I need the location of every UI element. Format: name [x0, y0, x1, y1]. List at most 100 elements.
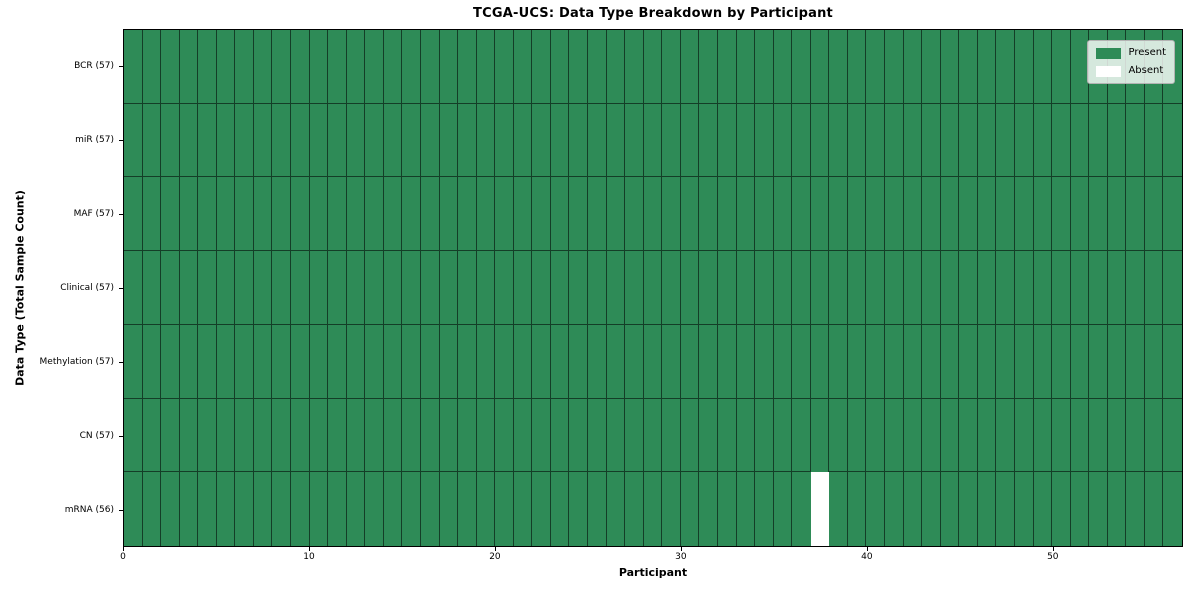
- y-tick-mark: [119, 361, 123, 363]
- heatmap-cell-present: [458, 398, 477, 473]
- heatmap-cell-present: [198, 30, 217, 104]
- heatmap-cell-present: [1089, 177, 1108, 252]
- heatmap-cell-present: [272, 30, 292, 104]
- heatmap-cell-present: [662, 30, 681, 104]
- heatmap-cell-present: [1107, 177, 1127, 252]
- heatmap: [124, 30, 1182, 546]
- heatmap-cell-present: [272, 103, 292, 178]
- heatmap-cell-present: [1070, 472, 1090, 546]
- heatmap-cell-present: [291, 398, 310, 473]
- heatmap-cell-present: [996, 177, 1015, 252]
- heatmap-cell-present: [1107, 251, 1127, 325]
- heatmap-cell-present: [495, 324, 514, 399]
- heatmap-cell-present: [235, 177, 254, 252]
- heatmap-cell-present: [420, 103, 440, 178]
- heatmap-cell-present: [458, 103, 477, 178]
- heatmap-cell-present: [291, 103, 310, 178]
- x-tick-mark: [866, 547, 868, 551]
- heatmap-cell-present: [996, 324, 1015, 399]
- heatmap-cell-present: [977, 103, 997, 178]
- heatmap-cell-present: [866, 103, 886, 178]
- heatmap-cell-present: [922, 398, 941, 473]
- heatmap-cell-present: [1089, 472, 1108, 546]
- heatmap-cell-present: [253, 324, 273, 399]
- heatmap-cell-present: [1014, 398, 1034, 473]
- heatmap-cell-present: [309, 103, 329, 178]
- heatmap-cell-present: [643, 324, 663, 399]
- heatmap-cell-present: [625, 30, 644, 104]
- heatmap-cell-present: [550, 103, 570, 178]
- heatmap-cell-present: [124, 472, 143, 546]
- heatmap-cell-present: [606, 324, 626, 399]
- heatmap-cell-present: [309, 398, 329, 473]
- heatmap-cell-present: [1033, 251, 1053, 325]
- heatmap-cell-present: [346, 251, 366, 325]
- heatmap-cell-present: [161, 177, 180, 252]
- heatmap-cell-present: [717, 472, 737, 546]
- heatmap-cell-present: [866, 324, 886, 399]
- heatmap-cell-present: [755, 472, 774, 546]
- heatmap-cell-present: [365, 103, 384, 178]
- heatmap-cell-present: [588, 251, 607, 325]
- heatmap-cell-present: [699, 324, 718, 399]
- heatmap-cell-present: [309, 177, 329, 252]
- heatmap-cell-present: [996, 472, 1015, 546]
- heatmap-cell-present: [1126, 103, 1145, 178]
- heatmap-cell-present: [198, 251, 217, 325]
- heatmap-cell-present: [272, 398, 292, 473]
- heatmap-cell-present: [792, 103, 811, 178]
- heatmap-cell-present: [755, 251, 774, 325]
- heatmap-cell-present: [1070, 103, 1090, 178]
- legend: Present Absent: [1087, 40, 1175, 84]
- heatmap-cell-present: [365, 324, 384, 399]
- chart-title: TCGA-UCS: Data Type Breakdown by Partici…: [473, 6, 833, 21]
- heatmap-cell-present: [959, 324, 978, 399]
- heatmap-cell-present: [662, 472, 681, 546]
- heatmap-cell-present: [829, 103, 848, 178]
- heatmap-cell-present: [922, 177, 941, 252]
- heatmap-cell-present: [662, 177, 681, 252]
- heatmap-cell-present: [680, 398, 700, 473]
- heatmap-cell-present: [662, 251, 681, 325]
- heatmap-cell-present: [847, 251, 867, 325]
- heatmap-cell-present: [1163, 177, 1182, 252]
- heatmap-cell-present: [606, 251, 626, 325]
- heatmap-cell-present: [606, 177, 626, 252]
- heatmap-cell-present: [810, 398, 830, 473]
- heatmap-cell-present: [1126, 177, 1145, 252]
- heatmap-cell-present: [365, 472, 384, 546]
- heatmap-cell-present: [346, 398, 366, 473]
- heatmap-cell-present: [773, 103, 793, 178]
- heatmap-cell-present: [643, 103, 663, 178]
- heatmap-cell-present: [179, 177, 199, 252]
- heatmap-cell-present: [773, 324, 793, 399]
- heatmap-cell-present: [1014, 251, 1034, 325]
- heatmap-cell-present: [569, 251, 589, 325]
- heatmap-cell-present: [792, 251, 811, 325]
- y-tick-label: mRNA (56): [64, 505, 114, 515]
- heatmap-cell-present: [977, 398, 997, 473]
- heatmap-cell-present: [625, 251, 644, 325]
- heatmap-cell-present: [606, 103, 626, 178]
- heatmap-cell-present: [383, 398, 403, 473]
- heatmap-cell-present: [625, 398, 644, 473]
- heatmap-cell-present: [662, 324, 681, 399]
- heatmap-cell-present: [476, 30, 496, 104]
- heatmap-cell-present: [420, 324, 440, 399]
- heatmap-cell-present: [1033, 324, 1053, 399]
- heatmap-cell-present: [253, 398, 273, 473]
- heatmap-cell-present: [885, 472, 904, 546]
- x-tick-label: 40: [861, 552, 873, 562]
- heatmap-cell-present: [235, 30, 254, 104]
- heatmap-cell-present: [1070, 398, 1090, 473]
- heatmap-cell-present: [124, 30, 143, 104]
- heatmap-cell-present: [810, 251, 830, 325]
- heatmap-cell-present: [569, 30, 589, 104]
- heatmap-cell-present: [885, 103, 904, 178]
- heatmap-cell-present: [550, 398, 570, 473]
- heatmap-cell-present: [402, 251, 421, 325]
- heatmap-cell-present: [383, 30, 403, 104]
- heatmap-cell-present: [755, 103, 774, 178]
- y-tick-label: miR (57): [75, 135, 114, 145]
